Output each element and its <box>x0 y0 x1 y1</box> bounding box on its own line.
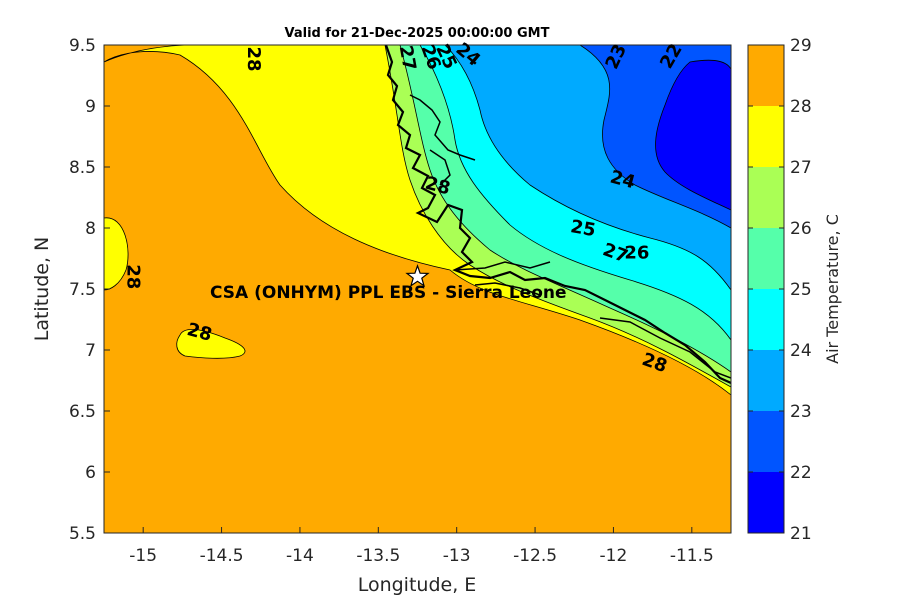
colorbar-tick-label: 25 <box>790 280 812 300</box>
x-tick-label: -14 <box>286 546 314 566</box>
colorbar-tick-label: 21 <box>790 524 812 544</box>
contour-label: 25 <box>569 216 597 241</box>
x-tick-label: -13 <box>443 546 471 566</box>
colorbar-ticks: 21 22 23 24 25 26 27 28 29 <box>748 36 812 544</box>
rivers <box>409 94 731 379</box>
x-axis-ticks: -15 -14.5 -14 -13.5 -13 -12.5 -12 -11.5 <box>129 527 714 566</box>
colorbar-segment <box>748 411 784 472</box>
colorbar-tick-label: 22 <box>790 463 812 483</box>
colorbar-segment <box>748 106 784 167</box>
colorbar <box>748 45 784 533</box>
x-tick-label: -12.5 <box>513 546 557 566</box>
colorbar-tick-label: 26 <box>790 219 812 239</box>
site-marker-star <box>405 263 430 288</box>
colorbar-segment <box>748 228 784 289</box>
colorbar-tick-label: 29 <box>790 36 812 56</box>
contour-label: 26 <box>624 243 649 264</box>
field-26-27-blob <box>176 329 246 359</box>
colorbar-tick-label: 24 <box>790 341 812 361</box>
field-20-21 <box>655 59 731 211</box>
site-label: CSA (ONHYM) PPL EBS - Sierra Leone <box>210 283 567 303</box>
contour-label: 27 <box>395 44 420 72</box>
x-tick-label: -13.5 <box>356 546 400 566</box>
y-axis-ticks: 5.5 6 6.5 7 7.5 8 8.5 9 9.5 <box>69 36 110 544</box>
y-tick-label: 5.5 <box>69 524 96 544</box>
x-tick-label: -15 <box>129 546 157 566</box>
contour-label: 28 <box>243 46 264 71</box>
colorbar-tick-label: 28 <box>790 97 812 117</box>
y-tick-label: 6.5 <box>69 402 96 422</box>
colorbar-segment <box>748 167 784 228</box>
y-tick-label: 8.5 <box>69 158 96 178</box>
colorbar-segment <box>748 472 784 533</box>
colorbar-label: Air Temperature, C <box>823 214 842 364</box>
colorbar-tick-label: 27 <box>790 158 812 178</box>
contour-label: 28 <box>123 264 144 289</box>
colorbar-segment <box>748 289 784 350</box>
x-tick-label: -14.5 <box>200 546 244 566</box>
colorbar-segment <box>748 45 784 106</box>
y-tick-label: 9 <box>85 97 96 117</box>
colorbar-tick-label: 23 <box>790 402 812 422</box>
colorbar-segment <box>748 350 784 411</box>
x-tick-label: -11.5 <box>670 546 714 566</box>
y-axis-label: Latitude, N <box>31 237 53 342</box>
x-axis-label: Longitude, E <box>358 574 477 596</box>
y-tick-label: 7 <box>85 341 96 361</box>
map-title: Valid for 21-Dec-2025 00:00:00 GMT <box>285 26 550 41</box>
y-tick-label: 8 <box>85 219 96 239</box>
y-tick-label: 6 <box>85 463 96 483</box>
y-tick-label: 9.5 <box>69 36 96 56</box>
x-tick-label: -12 <box>600 546 628 566</box>
coastline <box>384 45 731 385</box>
y-tick-label: 7.5 <box>69 280 96 300</box>
contour-fields <box>104 45 731 533</box>
